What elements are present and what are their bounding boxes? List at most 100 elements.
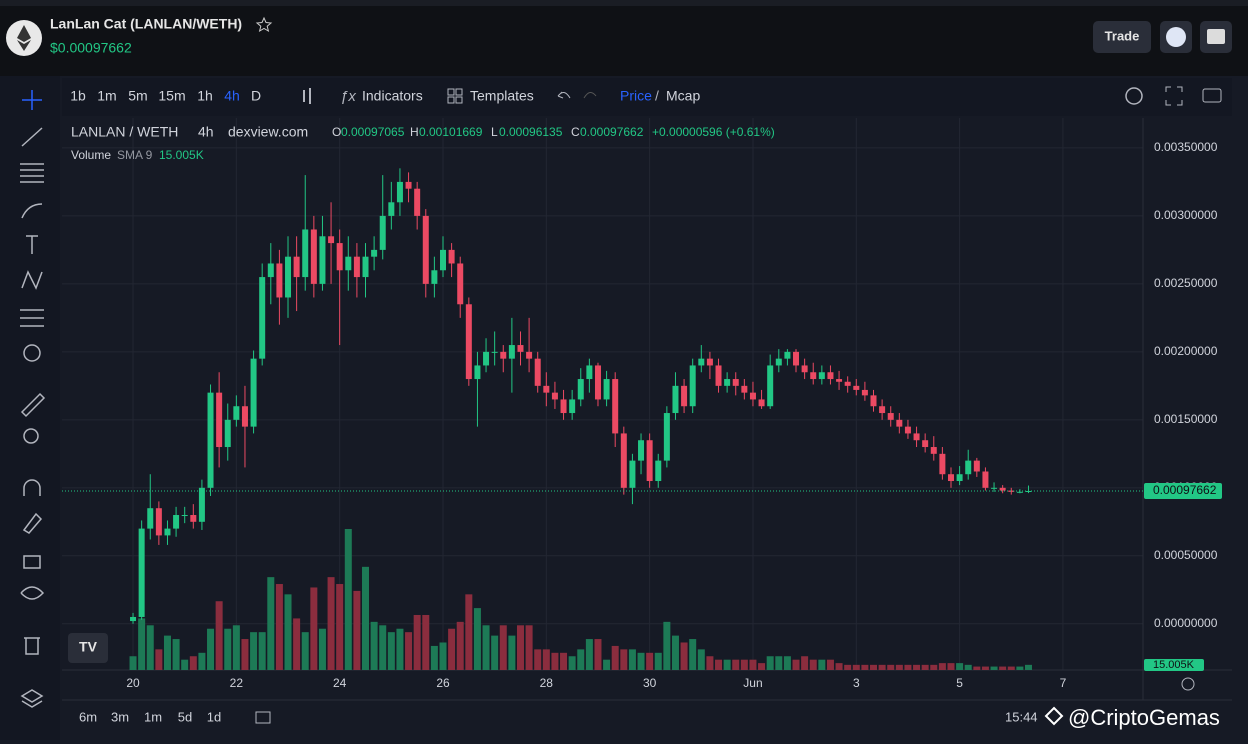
fullscreen-button[interactable] <box>1165 86 1183 106</box>
candle-body <box>233 406 240 420</box>
candle-body <box>465 304 472 380</box>
interval-button[interactable]: 5m <box>128 88 147 104</box>
token-price: $0.00097662 <box>50 40 132 56</box>
volume-bar <box>964 664 972 670</box>
interval-button[interactable]: 4h <box>224 88 240 104</box>
candle-body <box>663 413 670 461</box>
crosshair-tool[interactable] <box>22 90 42 110</box>
theme-button[interactable] <box>1181 677 1195 691</box>
redo-button[interactable] <box>583 92 597 99</box>
candle-body <box>706 358 713 366</box>
interval-button[interactable]: 15m <box>158 88 185 104</box>
volume-bar <box>318 628 326 670</box>
templates-button[interactable]: Templates <box>470 88 534 104</box>
indicators-button[interactable]: Indicators <box>362 88 423 104</box>
trade-button[interactable] <box>1093 21 1151 53</box>
volume-bar <box>146 625 154 670</box>
candle-body <box>904 426 911 434</box>
x-tick-label: 26 <box>436 676 450 690</box>
volume-bar <box>516 625 524 670</box>
volume-bar <box>990 666 998 670</box>
interval-button[interactable]: 1b <box>70 88 86 104</box>
volume-bar <box>215 601 223 670</box>
volume-bar <box>473 608 481 670</box>
favorite-star[interactable] <box>255 16 273 33</box>
volume-bar <box>301 632 309 670</box>
range-button[interactable]: 1m <box>144 709 162 724</box>
price-toggle[interactable]: Price <box>620 88 652 104</box>
undo-button[interactable] <box>557 91 571 99</box>
volume-bar <box>560 652 568 670</box>
interval-button[interactable]: D <box>251 88 261 104</box>
volume-bar <box>637 652 645 670</box>
x-tick-label: 22 <box>230 676 244 690</box>
range-button[interactable]: 3m <box>111 709 129 724</box>
emoji-tool[interactable] <box>23 344 41 362</box>
candle-body <box>138 528 145 617</box>
hide-tool[interactable] <box>20 586 45 600</box>
volume-bar <box>551 652 559 670</box>
candle-body <box>930 447 937 454</box>
layers-tool[interactable] <box>20 689 44 708</box>
text-tool[interactable] <box>26 235 38 254</box>
line-tool[interactable] <box>21 127 43 147</box>
lock-tool[interactable] <box>23 555 41 569</box>
interval-button[interactable]: 1h <box>197 88 213 104</box>
volume-bar <box>448 628 456 670</box>
interval-button[interactable]: 1m <box>97 88 116 104</box>
candle-body <box>491 351 498 353</box>
mcap-toggle[interactable]: Mcap <box>666 88 700 104</box>
interval-group: 1b 1m 5m 15m 1h 4h D <box>70 88 261 104</box>
volume-bar <box>232 625 240 670</box>
settings-button[interactable] <box>1125 87 1143 105</box>
pattern-tool[interactable] <box>21 270 43 290</box>
y-tick-label: 0.00000000 <box>1154 616 1218 630</box>
last-price-tag <box>1144 482 1222 499</box>
screenshot-button[interactable] <box>1202 88 1222 103</box>
date-range-button[interactable] <box>255 711 271 724</box>
chart-button-icon <box>1166 27 1186 47</box>
brush-tool[interactable] <box>21 203 43 219</box>
range-button[interactable]: 5d <box>178 709 192 724</box>
candle-body <box>810 372 817 380</box>
watermark: @CriptoGemas <box>1068 705 1220 730</box>
lock-drawing-tool[interactable] <box>22 512 43 534</box>
candle-body <box>939 453 946 475</box>
volume-bar <box>499 625 507 670</box>
candle-body <box>922 440 929 448</box>
candle-body <box>207 392 214 488</box>
volume-bar <box>508 635 516 670</box>
candle-body <box>181 515 188 517</box>
range-button[interactable]: 1d <box>207 709 221 724</box>
volume-bar <box>422 614 430 670</box>
candle-body <box>681 385 688 407</box>
candle-body <box>741 385 748 393</box>
candle-body <box>405 181 412 189</box>
x-tick-label: 7 <box>1060 676 1067 690</box>
delete-tool[interactable] <box>24 637 40 655</box>
volume-bar <box>293 618 301 670</box>
magnet-tool[interactable] <box>23 479 41 496</box>
candle-body <box>965 460 972 475</box>
top-strip <box>0 0 1248 6</box>
candle-body <box>362 256 369 278</box>
candle-body <box>913 433 920 441</box>
ruler-tool[interactable] <box>20 392 46 418</box>
volume-bar <box>241 639 249 670</box>
candle-type-icon[interactable] <box>303 88 311 104</box>
eth-logo <box>17 25 31 51</box>
volume-bar <box>482 625 490 670</box>
zoom-tool[interactable] <box>23 428 39 444</box>
prediction-tool[interactable] <box>20 309 44 327</box>
candle-body <box>793 351 800 366</box>
volume-bar <box>852 664 860 670</box>
range-button[interactable]: 6m <box>79 709 97 724</box>
candle-body <box>603 379 610 400</box>
candle-body <box>173 515 180 529</box>
fib-tool[interactable] <box>20 163 44 183</box>
candle-body <box>715 365 722 386</box>
candle-body <box>801 365 808 373</box>
y-tick-label: 0.00300000 <box>1154 208 1218 222</box>
candle-body <box>853 385 860 390</box>
